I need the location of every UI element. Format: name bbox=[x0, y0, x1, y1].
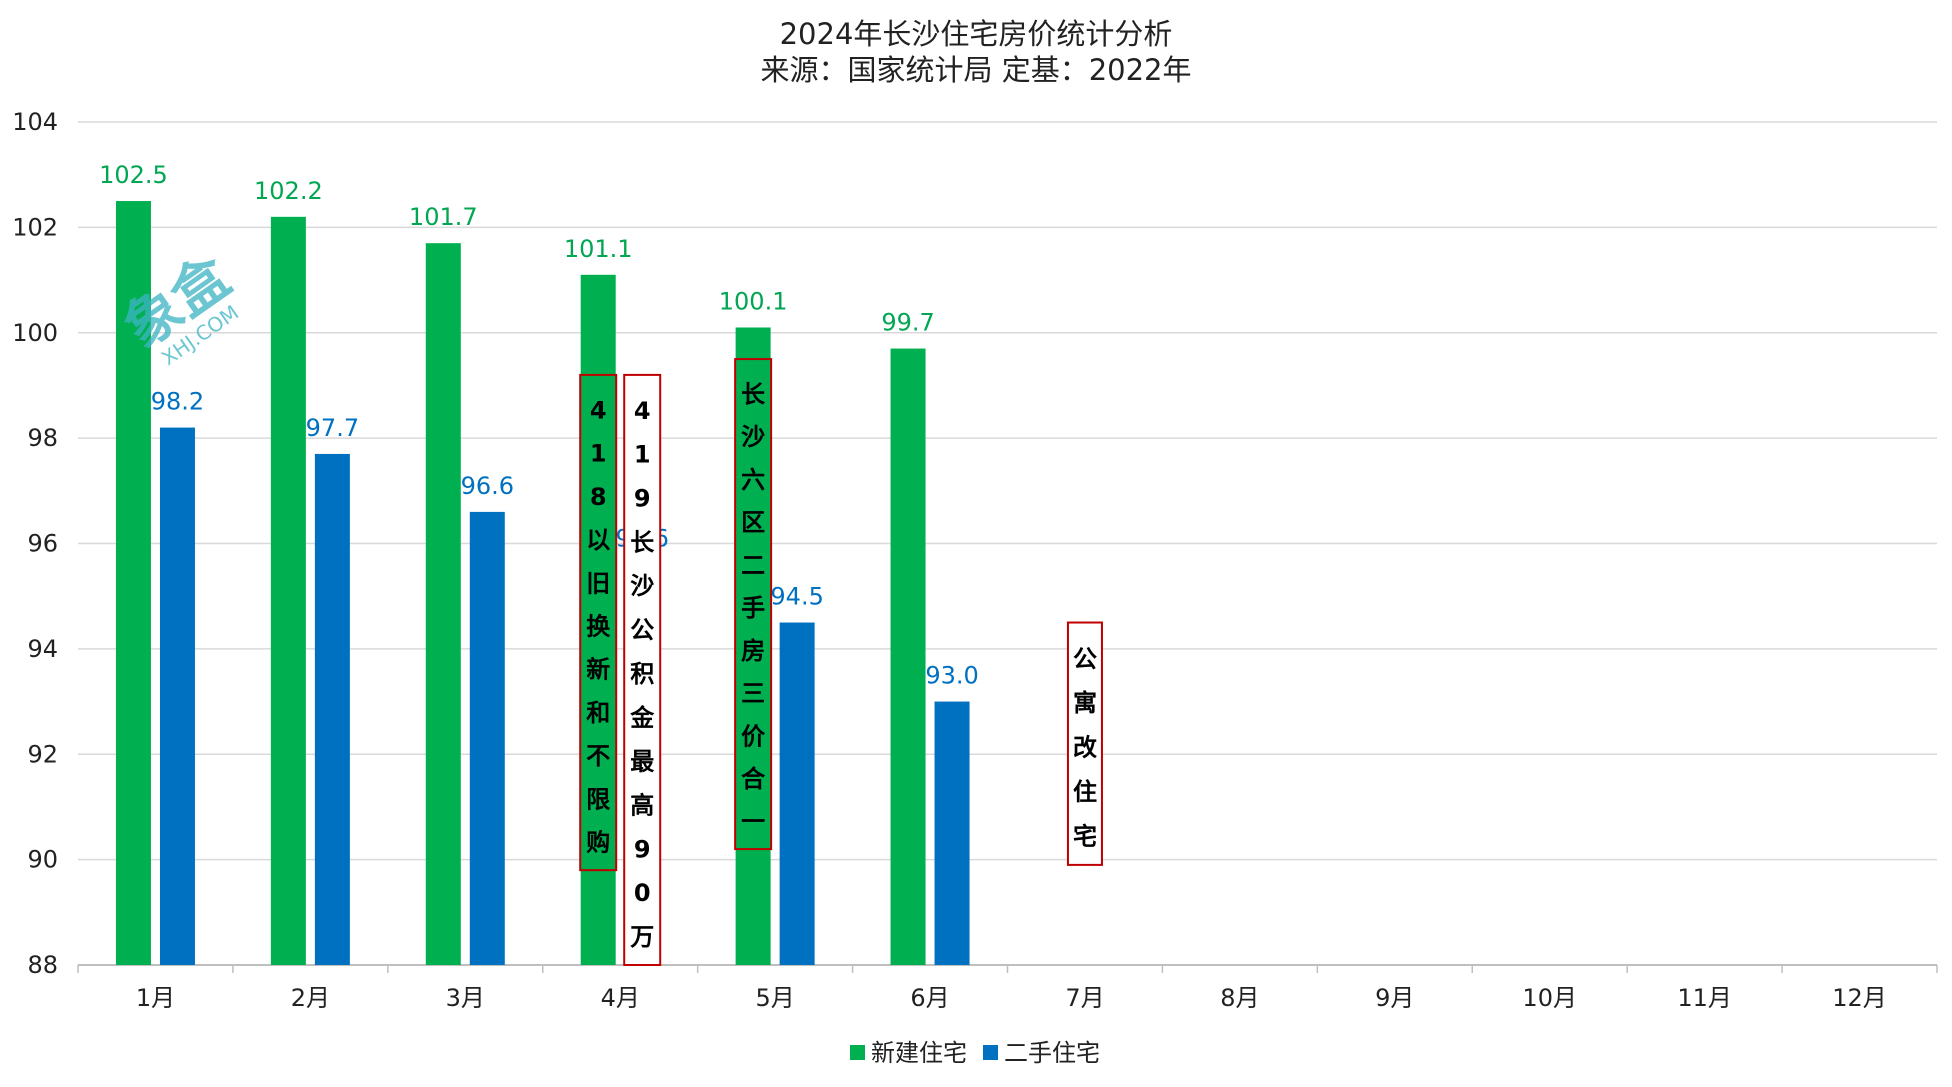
x-tick-label: 1月 bbox=[136, 984, 175, 1012]
bar-resale bbox=[469, 511, 505, 965]
legend-label: 二手住宅 bbox=[1004, 1039, 1100, 1067]
bar-new bbox=[580, 274, 616, 965]
bar-resale bbox=[314, 453, 350, 965]
bar-new bbox=[735, 327, 771, 965]
grid-layer bbox=[78, 121, 1937, 966]
x-tick-label: 5月 bbox=[755, 984, 794, 1012]
bar-new bbox=[425, 243, 461, 965]
y-tick-label: 88 bbox=[27, 951, 58, 979]
annotation-text: 长沙六区二手房三价合一 bbox=[741, 380, 766, 835]
data-label: 101.7 bbox=[409, 203, 478, 231]
legend-layer: 新建住宅 二手住宅 bbox=[850, 1039, 1100, 1067]
y-tick-label: 94 bbox=[27, 635, 58, 663]
bar-new bbox=[890, 348, 926, 965]
annotation-box bbox=[734, 358, 773, 851]
annotation-box bbox=[623, 373, 662, 966]
y-tick-label: 96 bbox=[27, 530, 58, 558]
y-tick-label: 102 bbox=[12, 213, 58, 241]
bar-layer bbox=[115, 201, 970, 965]
x-tick-label: 4月 bbox=[601, 984, 640, 1012]
bar-new bbox=[270, 216, 306, 965]
x-tick-label: 11月 bbox=[1677, 984, 1732, 1012]
data-label: 101.1 bbox=[564, 235, 633, 263]
data-label: 102.5 bbox=[99, 161, 168, 189]
bar-resale bbox=[779, 622, 815, 965]
data-label: 99.7 bbox=[881, 309, 934, 337]
chart-title: 2024年长沙住宅房价统计分析 bbox=[780, 17, 1173, 51]
data-label: 96.6 bbox=[461, 472, 514, 500]
annotation-box bbox=[1066, 621, 1103, 866]
x-tick-label: 6月 bbox=[910, 984, 949, 1012]
data-label: 98.2 bbox=[151, 388, 204, 416]
x-tick-label: 7月 bbox=[1065, 984, 1104, 1012]
x-tick-label: 3月 bbox=[446, 984, 485, 1012]
y-tick-label: 90 bbox=[27, 846, 58, 874]
data-label: 93.0 bbox=[925, 662, 978, 690]
x-tick-label: 10月 bbox=[1522, 984, 1577, 1012]
y-tick-label: 104 bbox=[12, 108, 58, 136]
y-tick-label: 92 bbox=[27, 740, 58, 768]
bar-resale bbox=[159, 427, 195, 965]
x-tick-label: 2月 bbox=[291, 984, 330, 1012]
chart-subtitle: 来源：国家统计局 定基：2022年 bbox=[760, 53, 1191, 87]
bar-new bbox=[115, 201, 151, 965]
annotation-box bbox=[579, 373, 618, 872]
bar-resale bbox=[934, 701, 970, 965]
data-label: 94.5 bbox=[770, 583, 823, 611]
legend-swatch-new bbox=[850, 1045, 865, 1060]
data-label: 97.7 bbox=[306, 414, 359, 442]
axis-layer: 88 90 92 94 96 98 100 102 104 1月 2月 3月 4月 5月 6月 7月 8月 9月 1… bbox=[12, 108, 1938, 1012]
legend-label: 新建住宅 bbox=[871, 1039, 967, 1067]
x-tick-label: 9月 bbox=[1375, 984, 1414, 1012]
x-tick-label: 8月 bbox=[1220, 984, 1259, 1012]
data-label: 102.2 bbox=[254, 177, 323, 205]
label-layer: 102.5 102.2 101.7 101.1 100.1 99.7 98.2 97.7 96.… bbox=[99, 161, 979, 690]
x-tick-label: 12月 bbox=[1832, 984, 1887, 1012]
legend-swatch-resale bbox=[983, 1045, 998, 1060]
data-label: 100.1 bbox=[719, 287, 788, 315]
y-tick-label: 98 bbox=[27, 424, 58, 452]
y-tick-label: 100 bbox=[12, 319, 58, 347]
